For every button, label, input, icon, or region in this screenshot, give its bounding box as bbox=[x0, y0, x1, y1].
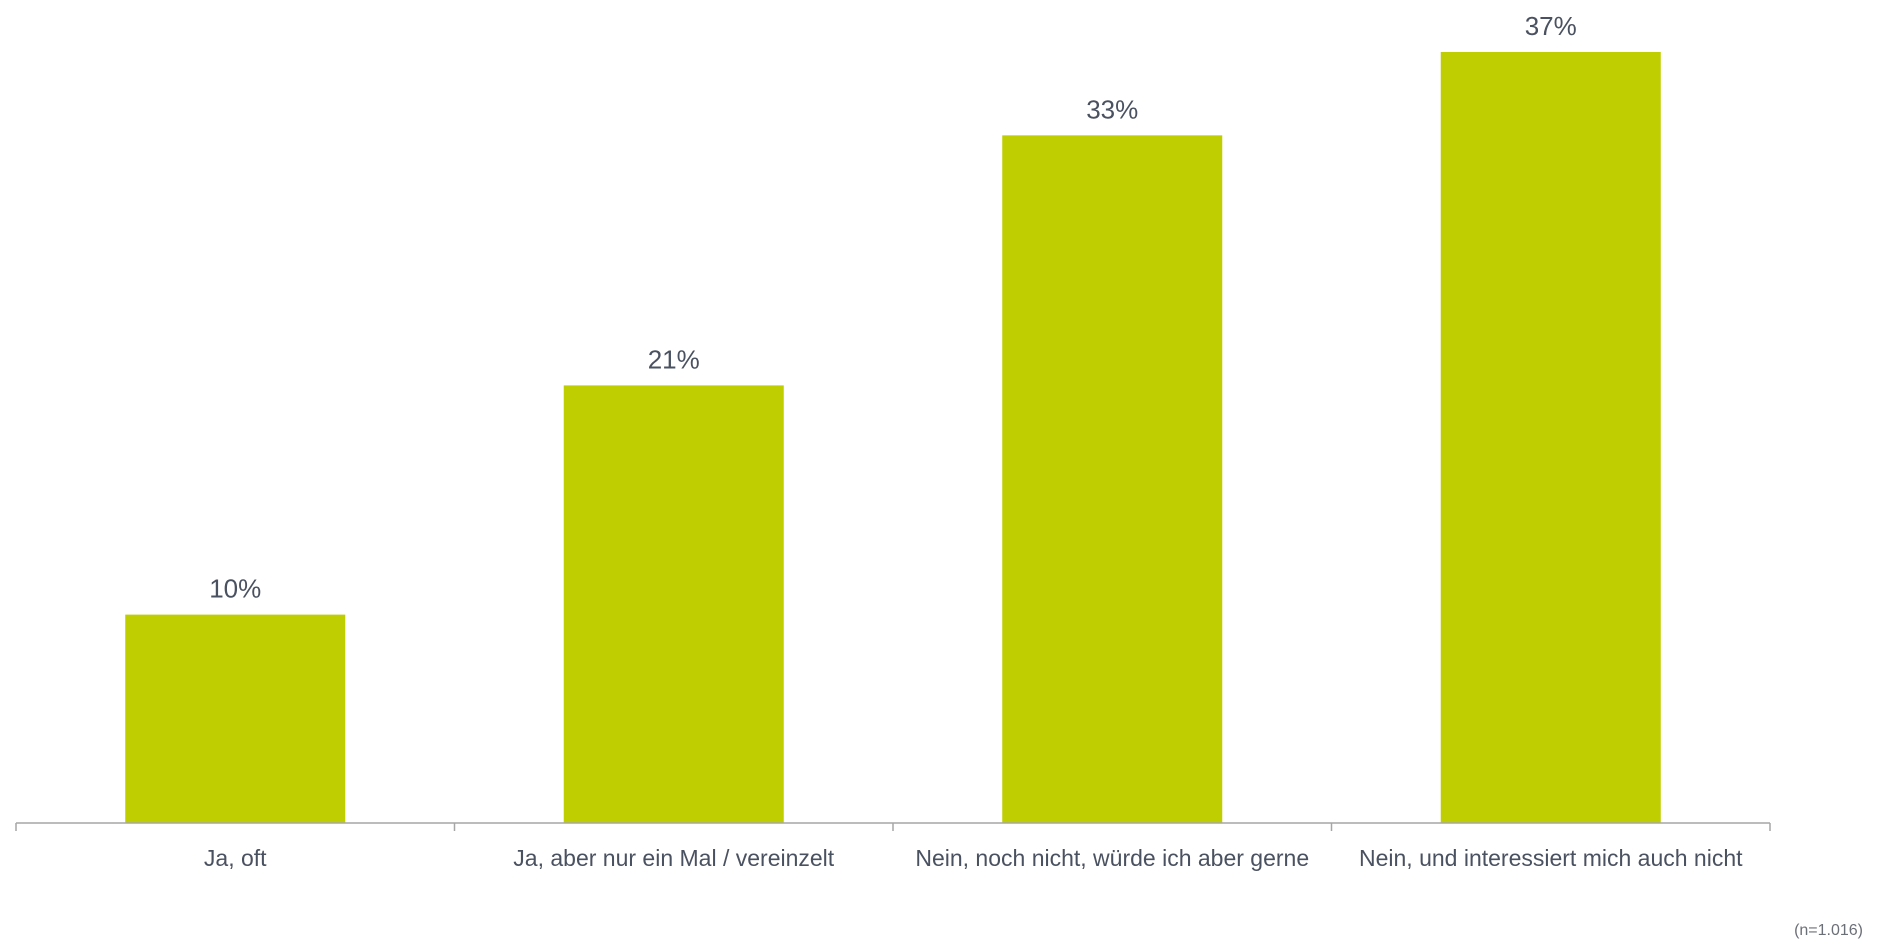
bar bbox=[563, 385, 784, 823]
bar-value-label: 21% bbox=[648, 344, 700, 374]
category-labels-group: Ja, oft Ja, aber nur ein Mal / vereinzelt… bbox=[204, 845, 1743, 871]
value-labels-group: 10% 21% 33% 37% bbox=[209, 11, 1577, 604]
category-label: Nein, und interessiert mich auch nicht bbox=[1359, 845, 1743, 871]
bar-value-label: 33% bbox=[1086, 94, 1138, 124]
bar bbox=[1002, 135, 1223, 824]
bar-value-label: 10% bbox=[209, 574, 261, 604]
bar-value-label: 37% bbox=[1525, 11, 1577, 41]
x-axis-ticks-group bbox=[15, 823, 1771, 831]
category-label: Nein, noch nicht, würde ich aber gerne bbox=[915, 845, 1309, 871]
category-label: Ja, aber nur ein Mal / vereinzelt bbox=[513, 845, 834, 871]
bar bbox=[1440, 52, 1661, 823]
category-label: Ja, oft bbox=[204, 845, 267, 871]
bar bbox=[125, 614, 346, 823]
sample-size-note: (n=1.016) bbox=[1794, 922, 1863, 939]
bars-group bbox=[125, 52, 1661, 824]
